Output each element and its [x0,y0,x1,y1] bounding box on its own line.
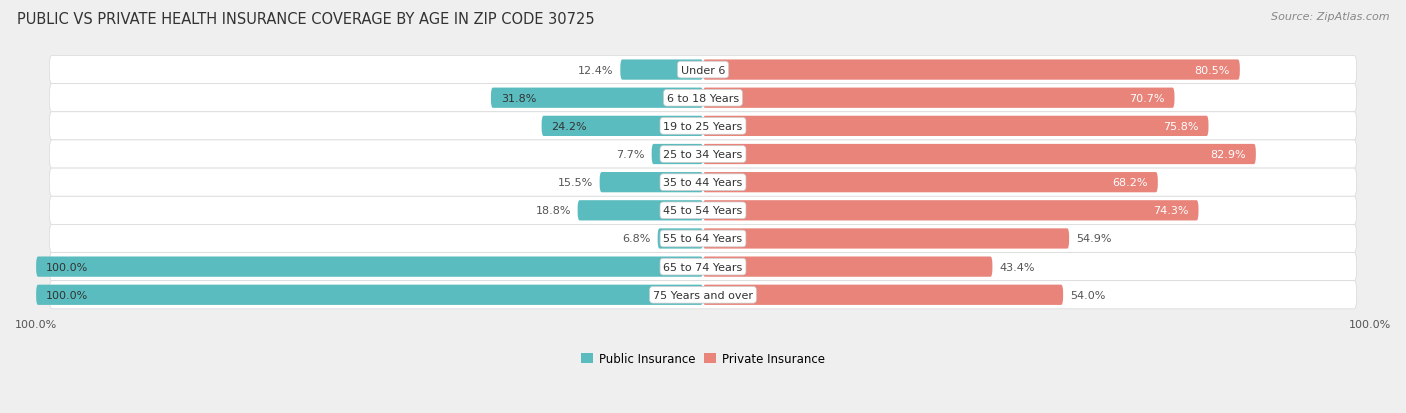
FancyBboxPatch shape [491,88,703,109]
FancyBboxPatch shape [703,145,1256,165]
Text: 74.3%: 74.3% [1153,206,1188,216]
FancyBboxPatch shape [49,197,1357,225]
Text: 54.9%: 54.9% [1076,234,1111,244]
FancyBboxPatch shape [37,257,703,277]
FancyBboxPatch shape [49,56,1357,84]
FancyBboxPatch shape [658,229,703,249]
Text: 6.8%: 6.8% [623,234,651,244]
Text: 75.8%: 75.8% [1163,121,1198,132]
Text: Source: ZipAtlas.com: Source: ZipAtlas.com [1271,12,1389,22]
Text: 55 to 64 Years: 55 to 64 Years [664,234,742,244]
FancyBboxPatch shape [651,145,703,165]
FancyBboxPatch shape [49,84,1357,112]
Text: 6 to 18 Years: 6 to 18 Years [666,93,740,104]
FancyBboxPatch shape [703,201,1198,221]
FancyBboxPatch shape [703,257,993,277]
Text: 43.4%: 43.4% [1000,262,1035,272]
FancyBboxPatch shape [49,169,1357,197]
Text: 82.9%: 82.9% [1211,150,1246,160]
Text: 68.2%: 68.2% [1112,178,1147,188]
FancyBboxPatch shape [703,116,1209,137]
Text: 12.4%: 12.4% [578,65,613,76]
Text: 18.8%: 18.8% [536,206,571,216]
FancyBboxPatch shape [599,173,703,193]
Text: 54.0%: 54.0% [1070,290,1105,300]
Legend: Public Insurance, Private Insurance: Public Insurance, Private Insurance [581,352,825,365]
FancyBboxPatch shape [703,285,1063,305]
Text: 7.7%: 7.7% [616,150,645,160]
FancyBboxPatch shape [703,229,1069,249]
FancyBboxPatch shape [49,225,1357,253]
Text: 65 to 74 Years: 65 to 74 Years [664,262,742,272]
FancyBboxPatch shape [703,88,1174,109]
FancyBboxPatch shape [703,173,1157,193]
FancyBboxPatch shape [49,281,1357,309]
Text: 19 to 25 Years: 19 to 25 Years [664,121,742,132]
FancyBboxPatch shape [578,201,703,221]
FancyBboxPatch shape [703,60,1240,81]
Text: 75 Years and over: 75 Years and over [652,290,754,300]
Text: PUBLIC VS PRIVATE HEALTH INSURANCE COVERAGE BY AGE IN ZIP CODE 30725: PUBLIC VS PRIVATE HEALTH INSURANCE COVER… [17,12,595,27]
Text: 70.7%: 70.7% [1129,93,1164,104]
Text: 31.8%: 31.8% [501,93,536,104]
FancyBboxPatch shape [620,60,703,81]
Text: 15.5%: 15.5% [558,178,593,188]
Text: 25 to 34 Years: 25 to 34 Years [664,150,742,160]
FancyBboxPatch shape [49,140,1357,169]
Text: Under 6: Under 6 [681,65,725,76]
Text: 35 to 44 Years: 35 to 44 Years [664,178,742,188]
Text: 45 to 54 Years: 45 to 54 Years [664,206,742,216]
Text: 100.0%: 100.0% [46,262,89,272]
FancyBboxPatch shape [541,116,703,137]
Text: 80.5%: 80.5% [1195,65,1230,76]
FancyBboxPatch shape [37,285,703,305]
FancyBboxPatch shape [49,253,1357,281]
FancyBboxPatch shape [49,112,1357,140]
Text: 100.0%: 100.0% [46,290,89,300]
Text: 24.2%: 24.2% [551,121,588,132]
